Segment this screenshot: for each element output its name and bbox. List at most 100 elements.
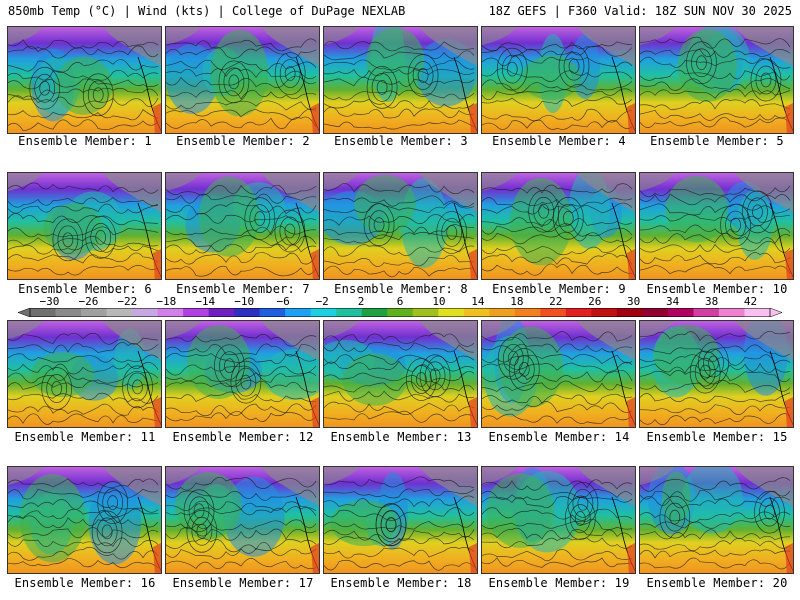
ensemble-map-panel xyxy=(323,466,478,574)
colorbar-segment xyxy=(667,308,694,317)
ensemble-member-label: Ensemble Member: 12 xyxy=(172,430,314,444)
colorbar-segment xyxy=(183,308,210,317)
ensemble-member-label: Ensemble Member: 5 xyxy=(650,134,784,148)
colorbar-tick-label: −10 xyxy=(234,295,255,308)
colorbar-segment xyxy=(387,308,414,317)
colorbar-tick-label: 18 xyxy=(510,295,524,308)
temperature-field-map xyxy=(482,467,635,573)
colorbar-segment xyxy=(616,308,643,317)
temperature-field-map xyxy=(640,321,793,427)
ensemble-member-label: Ensemble Member: 16 xyxy=(14,576,156,590)
colorbar-segment xyxy=(438,308,465,317)
colorbar-segment xyxy=(106,308,133,317)
ensemble-map-panel xyxy=(7,466,162,574)
ensemble-map-panel xyxy=(639,26,794,134)
map-header: 850mb Temp (°C) | Wind (kts) | College o… xyxy=(0,0,800,22)
ensemble-map-panel xyxy=(323,26,478,134)
ensemble-map-panel xyxy=(165,26,320,134)
ensemble-map-panel xyxy=(639,466,794,574)
ensemble-member-label: Ensemble Member: 9 xyxy=(492,282,626,296)
colorbar-segment xyxy=(285,308,312,317)
colorbar-segment xyxy=(259,308,286,317)
ensemble-member-label: Ensemble Member: 14 xyxy=(488,430,630,444)
temperature-field-map xyxy=(8,27,161,133)
ensemble-member-label: Ensemble Member: 17 xyxy=(172,576,314,590)
temperature-field-map xyxy=(8,321,161,427)
colorbar-segment xyxy=(310,308,337,317)
ensemble-map-panel xyxy=(481,466,636,574)
temperature-field-map xyxy=(8,173,161,279)
colorbar-segment xyxy=(81,308,108,317)
ensemble-map-panel xyxy=(639,320,794,428)
colorbar-segment xyxy=(591,308,618,317)
ensemble-map-panel xyxy=(7,172,162,280)
colorbar-segment xyxy=(693,308,720,317)
colorbar-tick-label: 30 xyxy=(627,295,641,308)
colorbar-tick-label: 34 xyxy=(666,295,680,308)
colorbar-segment xyxy=(718,308,745,317)
colorbar-tick-label: 38 xyxy=(704,295,719,308)
ensemble-member-label: Ensemble Member: 8 xyxy=(334,282,468,296)
colorbar-segment xyxy=(157,308,184,317)
ensemble-map-panel xyxy=(7,26,162,134)
temperature-field-map xyxy=(482,27,635,133)
colorbar-tick-label: 42 xyxy=(743,295,758,308)
ensemble-member-label: Ensemble Member: 7 xyxy=(176,282,310,296)
colorbar-max-arrow xyxy=(769,308,782,317)
ensemble-member-label: Ensemble Member: 11 xyxy=(14,430,156,444)
colorbar-tick-label: −26 xyxy=(78,295,99,308)
temperature-field-map xyxy=(324,173,477,279)
ensemble-member-label: Ensemble Member: 19 xyxy=(488,576,630,590)
ensemble-map-panel xyxy=(481,172,636,280)
temperature-field-map xyxy=(166,173,319,279)
ensemble-member-label: Ensemble Member: 15 xyxy=(646,430,788,444)
colorbar-tick-label: −2 xyxy=(315,295,329,308)
temperature-field-map xyxy=(166,321,319,427)
ensemble-member-label: Ensemble Member: 10 xyxy=(646,282,788,296)
temperature-field-map xyxy=(482,173,635,279)
colorbar-segment xyxy=(463,308,490,317)
ensemble-member-label: Ensemble Member: 13 xyxy=(330,430,472,444)
colorbar-segment xyxy=(412,308,439,317)
temperature-field-map xyxy=(640,467,793,573)
colorbar-segment xyxy=(55,308,82,317)
ensemble-map-panel xyxy=(165,466,320,574)
colorbar-segment xyxy=(234,308,261,317)
colorbar-segment xyxy=(642,308,669,317)
ensemble-map-panel xyxy=(481,320,636,428)
ensemble-map-panel xyxy=(323,320,478,428)
colorbar-segment xyxy=(132,308,159,317)
colorbar-tick-label: −14 xyxy=(195,295,216,308)
colorbar-segment xyxy=(514,308,541,317)
ensemble-member-label: Ensemble Member: 2 xyxy=(176,134,310,148)
temperature-field-map xyxy=(324,467,477,573)
ensemble-map-panel xyxy=(165,320,320,428)
colorbar-tick-label: 22 xyxy=(549,295,563,308)
colorbar-tick-label: 2 xyxy=(357,295,365,308)
colorbar-min-arrow xyxy=(18,308,31,317)
ensemble-member-label: Ensemble Member: 1 xyxy=(18,134,152,148)
colorbar-labels: −30 −26 −22 −18 −14 −10 −6 −2 2 6 10 14 18 22 26 30 34 38… xyxy=(18,296,782,308)
ensemble-member-label: Ensemble Member: 3 xyxy=(334,134,468,148)
colorbar-segment xyxy=(336,308,363,317)
temperature-field-map xyxy=(324,27,477,133)
colorbar-tick-label: −18 xyxy=(156,295,177,308)
colorbar-segment xyxy=(744,308,771,317)
temperature-field-map xyxy=(8,467,161,573)
ensemble-member-label: Ensemble Member: 6 xyxy=(18,282,152,296)
ensemble-map-panel xyxy=(7,320,162,428)
ensemble-member-label: Ensemble Member: 20 xyxy=(646,576,788,590)
temperature-colorbar xyxy=(18,308,782,317)
colorbar-tick-label: 6 xyxy=(396,295,404,308)
colorbar-tick-label: −6 xyxy=(276,295,290,308)
temperature-field-map xyxy=(166,27,319,133)
temperature-field-map xyxy=(482,321,635,427)
temperature-field-map xyxy=(166,467,319,573)
colorbar-tick-label: −30 xyxy=(39,295,60,308)
ensemble-map-panel xyxy=(165,172,320,280)
colorbar-tick-label: 26 xyxy=(588,295,602,308)
temperature-field-map xyxy=(324,321,477,427)
colorbar-tick-label: 14 xyxy=(471,295,485,308)
colorbar-tick-label: −22 xyxy=(117,295,138,308)
map-title: 850mb Temp (°C) | Wind (kts) | College o… xyxy=(8,4,406,18)
